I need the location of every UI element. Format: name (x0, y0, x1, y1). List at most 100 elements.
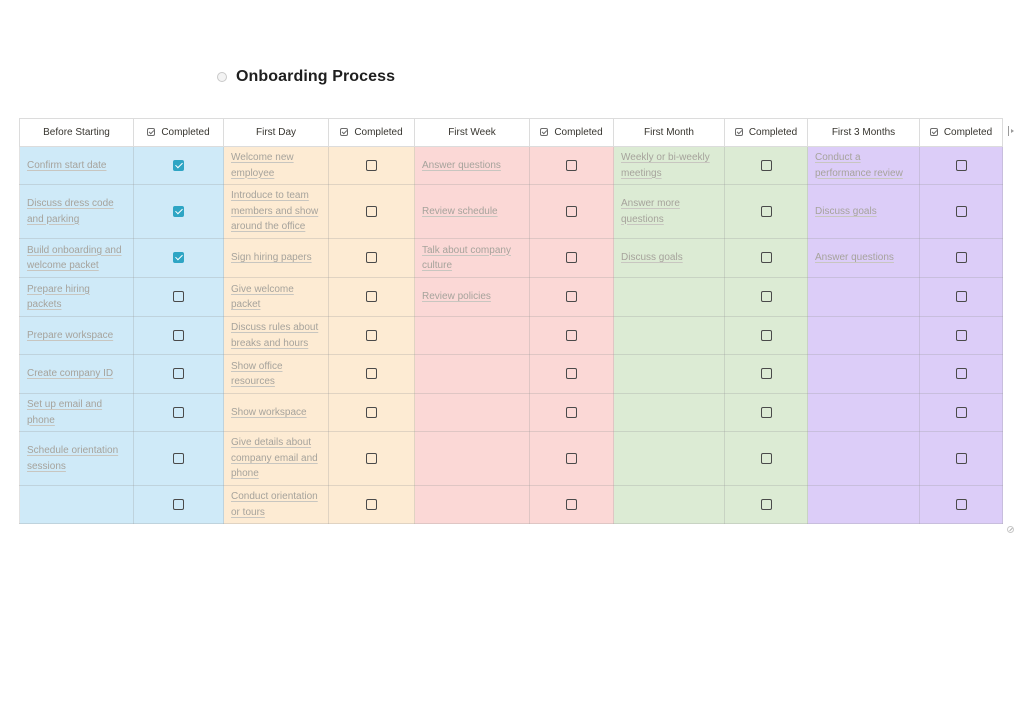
checkbox[interactable] (760, 205, 772, 217)
task-cell[interactable]: Build onboarding and welcome packet (19, 238, 134, 278)
task-cell[interactable] (807, 393, 920, 432)
task-cell[interactable]: Discuss goals (613, 238, 725, 278)
completed-column-header-3[interactable]: Completed (724, 118, 808, 147)
task-cell[interactable] (613, 354, 725, 394)
task-cell[interactable] (807, 354, 920, 394)
checkbox[interactable] (760, 291, 772, 303)
task-cell[interactable]: Answer more questions (613, 184, 725, 239)
checkbox[interactable] (366, 252, 377, 264)
task-cell[interactable] (613, 277, 725, 317)
checkbox[interactable] (955, 406, 967, 418)
task-cell[interactable] (414, 431, 530, 486)
circle-page-icon[interactable] (217, 72, 227, 82)
task-cell[interactable]: Discuss rules about breaks and hours (223, 316, 329, 355)
task-cell[interactable] (807, 277, 920, 317)
checkbox[interactable] (366, 329, 377, 341)
checkbox[interactable] (566, 291, 577, 303)
checkbox[interactable] (366, 406, 377, 418)
checkbox[interactable] (955, 252, 967, 264)
task-cell[interactable]: Give welcome packet (223, 277, 329, 317)
completed-column-header-2[interactable]: Completed (529, 118, 614, 147)
checkbox[interactable] (173, 368, 184, 380)
task-cell[interactable]: Give details about company email and pho… (223, 431, 329, 486)
task-cell[interactable]: Set up email and phone (19, 393, 134, 432)
checkbox[interactable] (366, 368, 377, 380)
checkbox-checked[interactable] (173, 252, 184, 264)
checkbox[interactable] (566, 205, 577, 217)
checkbox[interactable] (955, 368, 967, 380)
resize-handle-icon[interactable] (1007, 526, 1014, 533)
checkbox[interactable] (366, 205, 377, 217)
checkbox[interactable] (760, 329, 772, 341)
page-title[interactable]: Onboarding Process (236, 68, 396, 85)
task-cell[interactable] (613, 393, 725, 432)
task-cell[interactable] (414, 316, 530, 355)
task-cell[interactable]: Sign hiring papers (223, 238, 329, 278)
task-cell[interactable] (414, 485, 530, 524)
add-column-icon[interactable] (1008, 125, 1016, 137)
task-cell[interactable] (613, 316, 725, 355)
task-cell[interactable]: Prepare workspace (19, 316, 134, 355)
task-cell[interactable]: Welcome new employee (223, 146, 329, 185)
checkbox[interactable] (760, 452, 772, 464)
task-cell[interactable]: Discuss goals (807, 184, 920, 239)
checkbox[interactable] (366, 159, 377, 171)
checkbox[interactable] (760, 159, 772, 171)
column-header-0[interactable]: Before Starting (19, 118, 134, 147)
task-cell[interactable]: Conduct orientation or tours (223, 485, 329, 524)
column-header-3[interactable]: First Month (613, 118, 725, 147)
task-cell[interactable]: Create company ID (19, 354, 134, 394)
completed-column-header-4[interactable]: Completed (919, 118, 1003, 147)
task-cell[interactable]: Confirm start date (19, 146, 134, 185)
checkbox[interactable] (366, 291, 377, 303)
completed-column-header-0[interactable]: Completed (133, 118, 224, 147)
task-cell[interactable] (613, 431, 725, 486)
task-cell[interactable]: Show workspace (223, 393, 329, 432)
checkbox[interactable] (566, 452, 577, 464)
task-cell[interactable] (414, 354, 530, 394)
task-cell[interactable]: Prepare hiring packets (19, 277, 134, 317)
checkbox[interactable] (955, 452, 967, 464)
checkbox[interactable] (760, 498, 772, 510)
task-cell[interactable]: Talk about company culture (414, 238, 530, 278)
checkbox[interactable] (566, 329, 577, 341)
checkbox[interactable] (955, 205, 967, 217)
checkbox[interactable] (760, 368, 772, 380)
checkbox[interactable] (566, 498, 577, 510)
checkbox[interactable] (173, 329, 184, 341)
checkbox[interactable] (760, 406, 772, 418)
task-cell[interactable] (613, 485, 725, 524)
checkbox[interactable] (366, 452, 377, 464)
checkbox[interactable] (173, 291, 184, 303)
checkbox[interactable] (955, 498, 967, 510)
checkbox-checked[interactable] (173, 205, 184, 217)
checkbox[interactable] (955, 159, 967, 171)
task-cell[interactable] (807, 485, 920, 524)
completed-column-header-1[interactable]: Completed (328, 118, 415, 147)
task-cell[interactable]: Introduce to team members and show aroun… (223, 184, 329, 239)
task-cell[interactable]: Review schedule (414, 184, 530, 239)
task-cell[interactable] (807, 316, 920, 355)
checkbox[interactable] (566, 159, 577, 171)
task-cell[interactable]: Review policies (414, 277, 530, 317)
checkbox[interactable] (955, 291, 967, 303)
task-cell[interactable]: Schedule orientation sessions (19, 431, 134, 486)
column-header-2[interactable]: First Week (414, 118, 530, 147)
task-cell[interactable] (807, 431, 920, 486)
task-cell[interactable] (19, 485, 134, 524)
checkbox[interactable] (366, 498, 377, 510)
task-cell[interactable]: Answer questions (414, 146, 530, 185)
checkbox[interactable] (173, 452, 184, 464)
checkbox[interactable] (566, 368, 577, 380)
checkbox[interactable] (566, 252, 577, 264)
checkbox[interactable] (566, 406, 577, 418)
task-cell[interactable]: Show office resources (223, 354, 329, 394)
task-cell[interactable]: Answer questions (807, 238, 920, 278)
column-header-1[interactable]: First Day (223, 118, 329, 147)
task-cell[interactable] (414, 393, 530, 432)
checkbox[interactable] (955, 329, 967, 341)
task-cell[interactable]: Conduct a performance review (807, 146, 920, 185)
task-cell[interactable]: Weekly or bi-weekly meetings (613, 146, 725, 185)
column-header-4[interactable]: First 3 Months (807, 118, 920, 147)
checkbox[interactable] (173, 498, 184, 510)
